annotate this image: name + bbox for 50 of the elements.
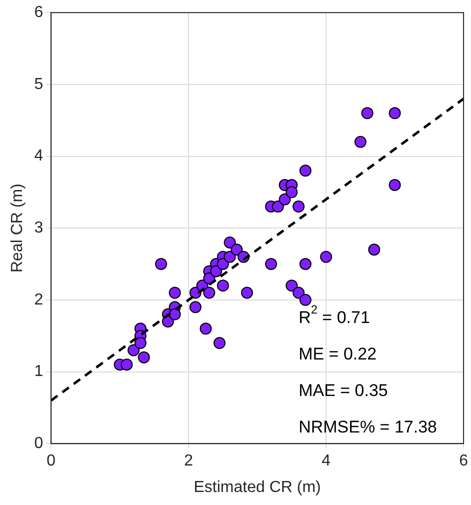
point [265, 258, 278, 270]
point [138, 351, 150, 364]
point [214, 337, 226, 350]
point [286, 280, 298, 292]
x-tick-label: 6 [459, 452, 468, 470]
point [299, 294, 312, 306]
point [368, 244, 380, 256]
y-tick-label: 3 [34, 220, 44, 237]
point [286, 186, 298, 198]
y-tick-label: 5 [34, 76, 44, 93]
point [224, 250, 236, 263]
point [272, 200, 284, 213]
annotation: MAE = 0.35 [298, 380, 388, 400]
x-tick-label: 2 [184, 452, 194, 470]
point [216, 258, 229, 270]
point [299, 164, 312, 177]
x-axis-title: Estimated CR (m) [194, 478, 321, 496]
point [361, 107, 374, 120]
annotation: NRMSE% = 17.38 [298, 417, 438, 436]
y-tick-label: 6 [34, 4, 44, 22]
y-tick-label: 4 [34, 148, 44, 165]
point [292, 200, 305, 213]
y-axis-title: Real CR (m) [9, 184, 26, 273]
y-tick-label: 1 [34, 363, 44, 380]
point [120, 358, 133, 371]
point [388, 107, 401, 120]
point [155, 258, 168, 270]
point [168, 308, 181, 320]
point [134, 337, 146, 350]
y-tick-label: 0 [34, 435, 44, 452]
point [292, 286, 305, 299]
point [278, 193, 291, 206]
point [189, 301, 202, 314]
x-tick-label: 4 [322, 452, 331, 470]
x-tick-label: 0 [46, 452, 56, 470]
point [128, 344, 140, 356]
point [320, 250, 332, 263]
point [210, 265, 222, 278]
annotation: ME = 0.22 [298, 344, 377, 364]
point [241, 286, 254, 299]
y-tick-label: 2 [34, 291, 44, 308]
point [200, 322, 212, 335]
point [168, 286, 181, 299]
point [299, 258, 312, 270]
point [216, 280, 229, 292]
point [388, 179, 401, 191]
point [354, 136, 366, 148]
point [224, 236, 236, 248]
point [230, 244, 243, 256]
point [203, 286, 216, 299]
